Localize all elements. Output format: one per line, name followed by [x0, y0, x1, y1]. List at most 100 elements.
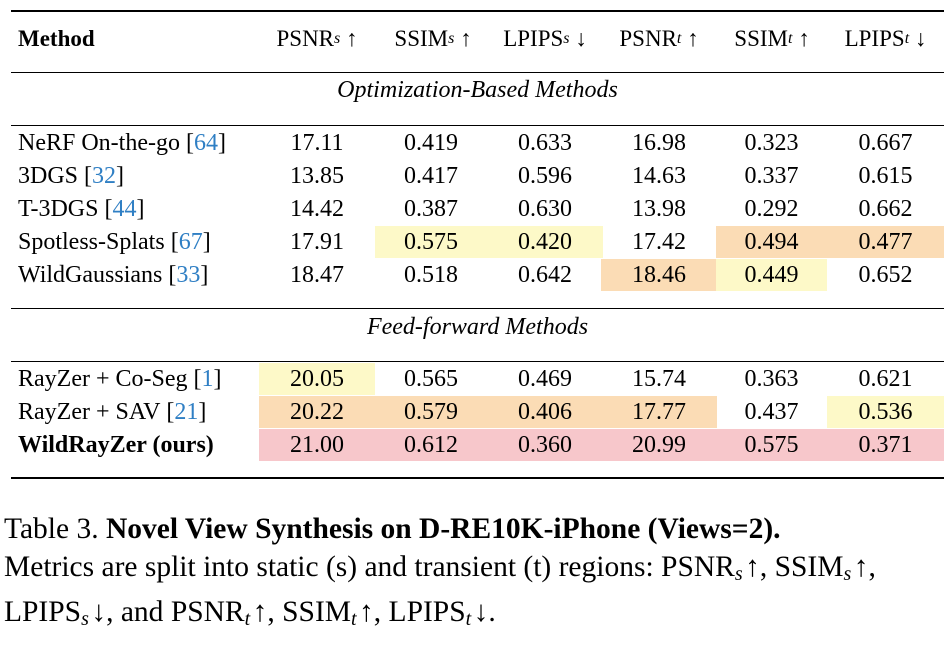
citation-link[interactable]: 32: [92, 162, 117, 189]
citation: [32]: [78, 162, 125, 189]
header-ssim-t-base: SSIM: [734, 26, 788, 51]
method-label: WildGaussians: [18, 261, 163, 288]
transient-metric: PSNRt ↑,: [170, 596, 283, 630]
metric-cell: 0.630: [518, 195, 572, 222]
metric-cell: 0.419: [404, 129, 458, 156]
metric-cell: 17.42: [632, 228, 686, 255]
table-row: Spotless-Splats [67] 17.91 0.575 0.420 17.42…: [11, 226, 944, 258]
method-name: NeRF On-the-go [64]: [18, 127, 226, 159]
table-row: 3DGS [32] 13.85 0.417 0.596 14.63 0.337 0.615: [11, 160, 944, 192]
metric-cell: 0.292: [744, 195, 799, 222]
citation-link[interactable]: 64: [193, 129, 218, 156]
metric-cell: 0.652: [858, 261, 913, 288]
method-label: T-3DGS: [18, 195, 99, 222]
section-title-optimization: Optimization-Based Methods: [337, 76, 618, 103]
table-row: WildGaussians [33] 18.47 0.518 0.642 18.46 0.…: [11, 259, 944, 291]
method-name: WildRayZer (ours): [18, 429, 214, 461]
header-psnr-t-sub: t: [676, 30, 682, 47]
header-lpips-s-sub: s: [563, 30, 570, 47]
metric-cell: 18.47: [290, 261, 344, 288]
method-name: RayZer + Co-Seg [1]: [18, 363, 222, 395]
header-ssim-s-arrow: ↑: [460, 26, 472, 51]
metric-cell: 15.74: [632, 365, 686, 392]
method-name: T-3DGS [44]: [18, 193, 144, 225]
citation: [67]: [164, 228, 211, 255]
transient-metric: LPIPSt ↓: [388, 596, 489, 630]
metric-cell: 17.11: [290, 129, 344, 156]
header-method-label: Method: [18, 26, 95, 51]
metric-cell: 0.387: [404, 195, 458, 222]
header-psnr-s-sub: s: [334, 30, 341, 47]
table-row: RayZer + Co-Seg [1] 20.05 0.565 0.469 15.74 0…: [11, 363, 944, 395]
method-label: NeRF On-the-go: [18, 129, 180, 156]
transient-metric: SSIMt ↑,: [282, 596, 389, 630]
metric-cell: 14.42: [290, 195, 344, 222]
header-lpips-t-base: LPIPS: [844, 26, 905, 51]
metric-cell: 20.99: [601, 429, 717, 461]
metric-cell: 0.642: [518, 261, 572, 288]
header-psnr-t: PSNR t ↑: [601, 23, 717, 55]
header-psnr-s-arrow: ↑: [346, 26, 358, 51]
metric-cell: 0.596: [518, 162, 572, 189]
bottom-rule: [11, 477, 944, 479]
citation: [44]: [98, 195, 145, 222]
header-lpips-s-base: LPIPS: [503, 26, 564, 51]
caption-transient-metrics: PSNRt ↑, SSIMt ↑, LPIPSt ↓: [170, 596, 489, 630]
citation-link[interactable]: 1: [201, 365, 214, 392]
header-ssim-s-base: SSIM: [394, 26, 449, 51]
table-row: WildRayZer (ours) 21.00 0.612 0.360 20.99 0.5…: [11, 429, 944, 461]
metric-cell: 16.98: [632, 129, 686, 156]
citation: [21]: [160, 398, 207, 425]
method-name: RayZer + SAV [21]: [18, 396, 206, 428]
citation: [1]: [187, 365, 222, 392]
header-ssim-t: SSIM t ↑: [716, 23, 828, 55]
metric-cell: 0.477: [827, 226, 944, 258]
header-psnr-t-arrow: ↑: [687, 26, 699, 51]
table-caption: Table 3. Novel View Synthesis on D-RE10K…: [4, 513, 876, 630]
citation: [33]: [162, 261, 209, 288]
metric-cell: 0.667: [858, 129, 913, 156]
metric-cell: 0.371: [827, 429, 944, 461]
static-metric: SSIMs ↑,: [774, 551, 876, 585]
citation-link[interactable]: 44: [112, 195, 137, 222]
caption-title: Novel View Synthesis on D-RE10K-iPhone (…: [105, 513, 781, 545]
citation-link[interactable]: 67: [178, 228, 203, 255]
metric-cell: 0.494: [716, 226, 827, 258]
metric-cell: 20.22: [259, 396, 375, 428]
metric-cell: 0.417: [404, 162, 458, 189]
header-row: Method PSNR s ↑ SSIM s ↑ LPIPS s ↓ PSNR t ↑ …: [11, 23, 944, 55]
static-metric: PSNRs ↑,: [661, 551, 775, 585]
citation-link[interactable]: 21: [174, 398, 199, 425]
table-row: T-3DGS [44] 14.42 0.387 0.630 13.98 0.292 0.66…: [11, 193, 944, 225]
method-label: RayZer + SAV: [18, 398, 161, 425]
top-rule: [11, 10, 944, 12]
metric-cell: 17.77: [601, 396, 717, 428]
method-label: Spotless-Splats: [18, 228, 165, 255]
metric-cell: 0.323: [744, 129, 799, 156]
metric-cell: 18.46: [601, 259, 717, 291]
caption-label: Table 3.: [4, 513, 99, 545]
header-psnr-s-base: PSNR: [276, 26, 335, 51]
metric-cell: 0.575: [716, 429, 827, 461]
citation-link[interactable]: 33: [176, 261, 201, 288]
caption-static-metrics: PSNRs ↑, SSIMs ↑, LPIPSs ↓,: [4, 551, 876, 630]
header-lpips-t-sub: t: [904, 30, 910, 47]
citation: [64]: [179, 129, 226, 156]
header-rule: [11, 72, 944, 73]
caption-text-1: Metrics are split into static (s) and tr…: [4, 551, 654, 583]
header-lpips-s: LPIPS s ↓: [487, 23, 603, 55]
metric-cell: 0.575: [375, 226, 487, 258]
method-label: 3DGS: [18, 162, 79, 189]
metric-cell: 0.612: [375, 429, 487, 461]
metric-cell: 0.536: [827, 396, 944, 428]
metric-cell: 17.91: [290, 228, 344, 255]
metric-cell: 13.85: [290, 162, 344, 189]
static-metric: LPIPSs ↓: [4, 596, 107, 630]
metric-cell: 0.363: [744, 365, 799, 392]
section-rule-2: [11, 308, 944, 309]
header-ssim-s-sub: s: [448, 30, 455, 47]
method-label: WildRayZer (ours): [18, 431, 214, 458]
metric-cell: 0.621: [858, 365, 913, 392]
metric-cell: 0.449: [716, 259, 827, 291]
header-lpips-t: LPIPS t ↓: [827, 23, 944, 55]
